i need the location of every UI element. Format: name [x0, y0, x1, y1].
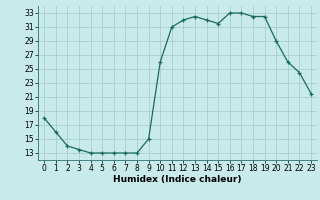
X-axis label: Humidex (Indice chaleur): Humidex (Indice chaleur) [113, 175, 242, 184]
